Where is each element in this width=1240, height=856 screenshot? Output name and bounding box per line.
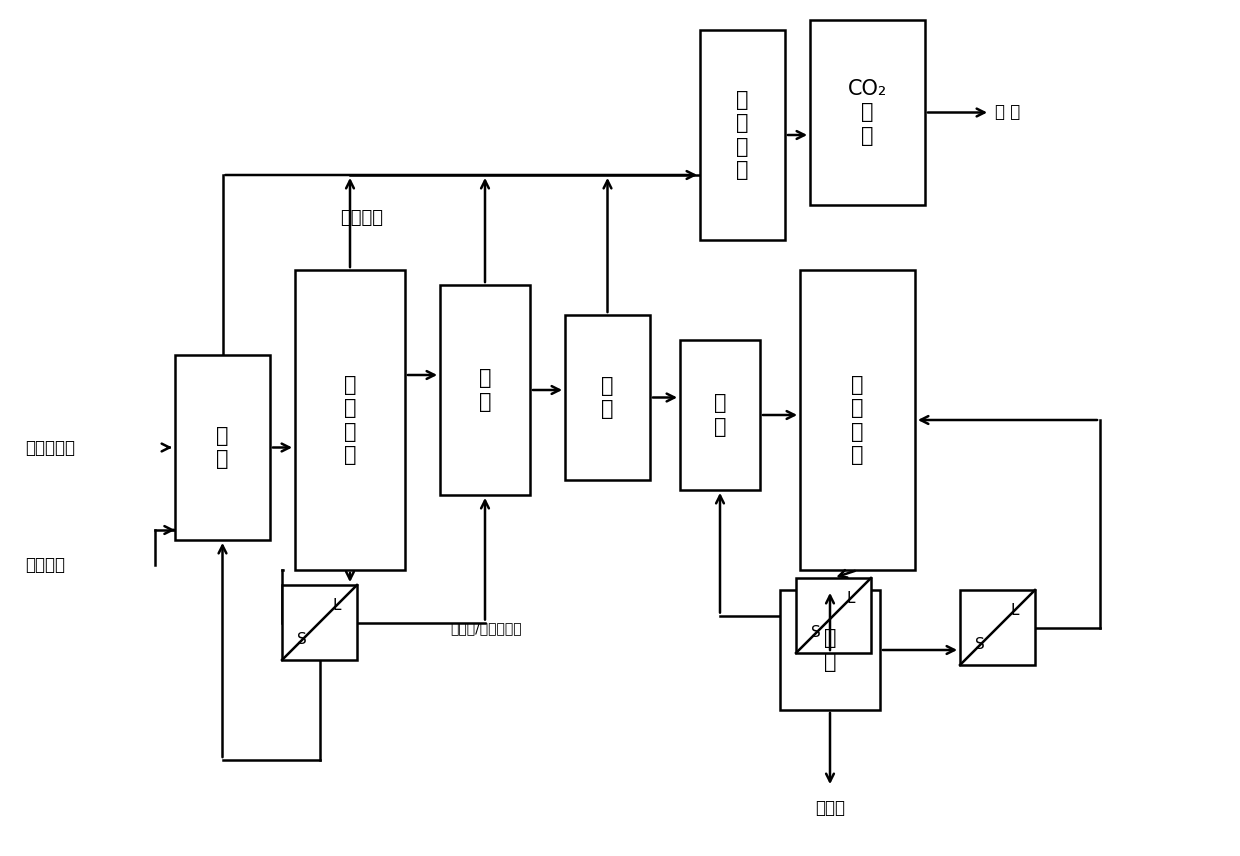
Bar bbox=[440, 285, 529, 495]
Bar bbox=[701, 30, 785, 240]
Bar bbox=[281, 585, 357, 660]
Bar bbox=[565, 315, 650, 480]
Text: 循环气体: 循环气体 bbox=[340, 209, 383, 227]
Bar bbox=[680, 340, 760, 490]
Text: 排 放: 排 放 bbox=[994, 104, 1021, 122]
Text: 硫酸钠/硫酸铵复盐: 硫酸钠/硫酸铵复盐 bbox=[450, 621, 522, 635]
Bar bbox=[810, 20, 925, 205]
Text: S: S bbox=[298, 633, 308, 647]
Text: 反
应: 反 应 bbox=[216, 426, 228, 469]
Text: 混
合: 混 合 bbox=[714, 394, 727, 437]
Text: 硫酸铵: 硫酸铵 bbox=[815, 800, 844, 817]
Text: L: L bbox=[332, 597, 341, 613]
Text: 冷
却
结
晶: 冷 却 结 晶 bbox=[851, 375, 864, 465]
Text: CO₂
吸
收: CO₂ 吸 收 bbox=[848, 80, 887, 146]
Text: 蒸
氨: 蒸 氨 bbox=[479, 368, 491, 412]
Bar bbox=[800, 270, 915, 570]
Text: 碳酸氢铵: 碳酸氢铵 bbox=[25, 556, 64, 574]
Text: L: L bbox=[1011, 603, 1019, 618]
Bar bbox=[780, 590, 880, 710]
Text: 酸
化: 酸 化 bbox=[601, 376, 614, 419]
Text: S: S bbox=[976, 637, 985, 652]
Text: 蒸
发: 蒸 发 bbox=[823, 628, 836, 672]
Bar bbox=[796, 578, 870, 653]
Text: 冷
却
结
晶: 冷 却 结 晶 bbox=[343, 375, 356, 465]
Text: 硫酸钠溶液: 硫酸钠溶液 bbox=[25, 438, 74, 456]
Text: S: S bbox=[811, 625, 821, 640]
Text: 氨
气
吸
收: 氨 气 吸 收 bbox=[737, 90, 749, 180]
Bar bbox=[295, 270, 405, 570]
Text: L: L bbox=[847, 591, 856, 606]
Bar bbox=[175, 355, 270, 540]
Bar bbox=[960, 590, 1035, 665]
